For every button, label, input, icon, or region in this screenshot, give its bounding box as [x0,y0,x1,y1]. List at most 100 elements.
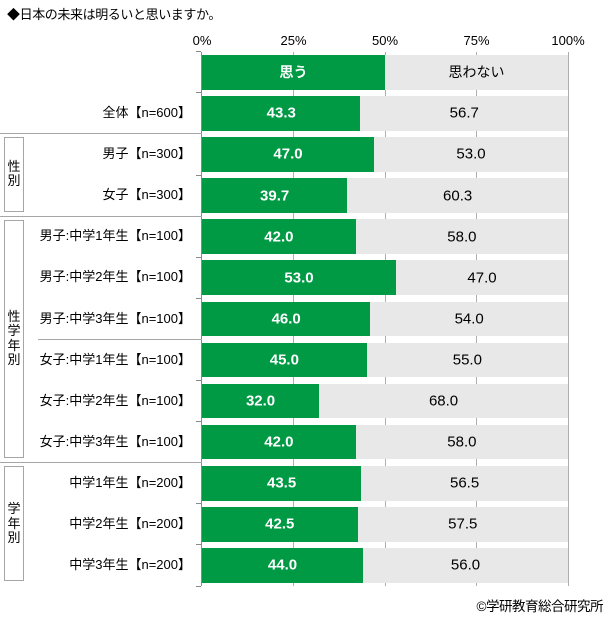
value-label-no: 56.7 [449,104,479,122]
legend-label-no: 思わない [448,64,505,81]
group-label-text: 性学年別 [7,308,21,368]
value-label-no: 47.0 [467,269,497,287]
bar-row: 43.5 56.5 [0,465,610,501]
legend-label-yes: 思う [279,64,308,81]
y-axis-tick [196,380,201,381]
bar-segment-yes [202,260,396,296]
bar-segment-yes [202,507,358,542]
bar-segment-no [347,178,568,213]
row-label: 全体【n=600】 [102,105,191,120]
value-label-yes: 39.7 [260,187,290,205]
bar-segment-no [370,301,568,337]
group-subdivider-line [38,338,202,340]
gridline [567,51,569,586]
bar-segment-yes [202,137,375,172]
bar-row: 32.0 68.0 [0,383,610,419]
row-label: 女子【n=300】 [102,187,191,203]
row-label: 中学1年生【n=200】 [69,474,191,490]
bar-segment-yes [202,178,348,213]
x-axis-tick-label: 75% [463,33,490,48]
x-axis-tick-label: 0% [192,33,212,48]
row-label: 男子:中学1年生【n=100】 [39,228,191,244]
bar-row: 39.7 60.3 [0,178,610,213]
chart-title: ◆日本の未来は明るいと思いますか。 [7,7,221,22]
y-axis-tick [196,256,201,258]
row-label: 男子:中学2年生【n=100】 [39,269,191,285]
bar-row: 46.0 54.0 [0,301,610,337]
value-label-no: 57.5 [448,515,478,533]
legend-no-swatch [385,54,568,90]
bar-row: 44.0 56.0 [0,548,610,583]
value-label-no: 55.0 [452,351,482,369]
bar-segment-yes [202,383,320,419]
copyright-footer: ©学研教育総合研究所 [476,599,604,614]
row-label: 中学3年生【n=200】 [69,557,191,573]
bar-segment-no [355,219,568,254]
bar-row: 42.5 57.5 [0,507,610,542]
bar-row: 42.0 58.0 [0,219,610,254]
y-axis-tick [196,297,201,299]
bar-segment-yes [202,219,356,254]
bar-row: 42.0 58.0 [0,424,610,460]
y-axis-tick [196,174,201,176]
legend-row: 思う 思わない [0,54,610,90]
value-label-yes: 43.5 [266,474,297,492]
value-label-yes: 42.5 [265,515,295,533]
y-axis-tick [196,92,201,94]
value-label-no: 58.0 [447,433,477,451]
y-axis-tick [196,51,201,53]
value-label-yes: 42.0 [264,433,294,451]
group-label-box: 性学年別 [4,219,24,459]
bar-segment-no [395,260,568,296]
value-label-yes: 44.0 [267,556,298,574]
bar-segment-no [374,137,568,172]
row-label: 女子:中学2年生【n=100】 [39,392,191,408]
bar-segment-yes [202,424,356,460]
row-label: 男子【n=300】 [102,146,191,162]
bar-segment-no [319,383,568,419]
row-label: 女子:中学3年生【n=100】 [39,433,191,449]
group-label-box: 学年別 [4,466,24,582]
bar-segment-yes [202,96,361,131]
row-label: 中学2年生【n=200】 [69,516,191,531]
value-label-no: 53.0 [456,145,486,163]
bar-segment-no [366,342,568,378]
value-label-yes: 43.3 [266,104,296,122]
value-label-yes: 45.0 [269,351,299,369]
value-label-no: 56.0 [450,556,481,574]
value-label-yes: 46.0 [271,310,301,328]
y-axis-tick [196,421,201,423]
bar-segment-yes [202,548,364,583]
bar-segment-yes [202,342,367,378]
bar-row: 43.3 56.7 [0,96,610,131]
bar-segment-yes [202,301,371,337]
value-label-no: 56.5 [449,474,480,492]
bar-segment-no [357,507,568,542]
row-label: 男子:中学3年生【n=100】 [39,310,191,326]
group-separator-line [0,215,202,217]
bar-row: 45.0 55.0 [0,342,610,378]
y-axis-tick [196,585,201,587]
value-label-no: 60.3 [443,187,473,205]
x-axis-tick-label: 25% [280,33,307,48]
value-label-yes: 32.0 [245,392,276,410]
value-label-no: 58.0 [447,228,477,246]
bar-segment-no [363,548,568,583]
bar-segment-no [355,424,568,460]
group-separator-line [0,133,202,135]
row-label: 女子:中学1年生【n=100】 [39,351,191,367]
group-label-box: 性別 [4,137,24,212]
y-axis-tick [196,503,201,505]
bar-segment-no [360,96,568,131]
y-axis-line [201,51,202,586]
group-label-text: 学年別 [7,501,21,546]
group-label-text: 性別 [7,158,21,189]
value-label-yes: 53.0 [284,269,314,287]
legend-yes-swatch [202,54,385,90]
bar-row: 53.0 47.0 [0,260,610,296]
bar-row: 47.0 53.0 [0,137,610,172]
bar-segment-no [361,465,568,501]
y-axis-tick [196,544,201,546]
bar-segment-yes [202,465,362,501]
